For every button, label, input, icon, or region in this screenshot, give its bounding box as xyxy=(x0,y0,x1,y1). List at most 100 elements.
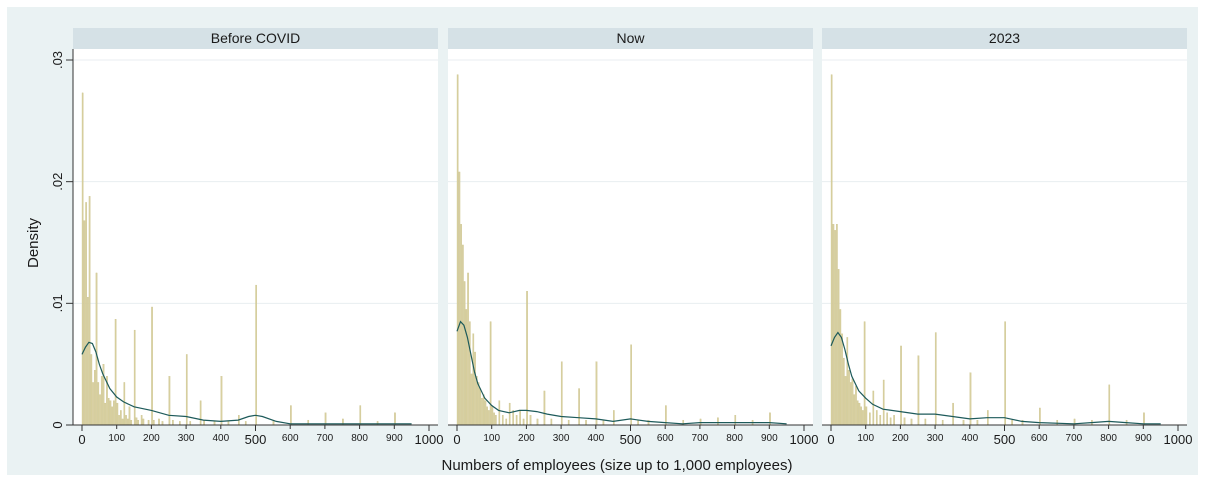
histogram-bar xyxy=(484,400,487,426)
histogram-bar xyxy=(465,309,468,426)
histogram-bar xyxy=(855,385,857,426)
histogram-bar xyxy=(85,202,87,426)
histogram-bar xyxy=(856,400,859,426)
histogram-bar xyxy=(83,220,86,426)
x-minor-tick-label: 100 xyxy=(108,433,125,444)
histogram-bar xyxy=(903,417,906,426)
histogram-bar xyxy=(519,410,521,426)
histogram-bar xyxy=(842,357,845,426)
histogram-bar xyxy=(630,344,632,426)
x-axis-title: Numbers of employees (size up to 1,000 e… xyxy=(441,457,792,474)
x-minor-tick-label: 700 xyxy=(692,433,709,444)
histogram-bar xyxy=(863,321,866,426)
histogram-bar xyxy=(858,402,861,426)
x-minor-tick-label: 800 xyxy=(726,433,743,444)
histogram-bar xyxy=(550,418,553,426)
histogram-bar xyxy=(179,421,181,426)
histogram-bar xyxy=(536,418,539,426)
histogram-bar xyxy=(869,412,871,426)
histogram-bar xyxy=(526,291,528,426)
histogram-bar xyxy=(88,196,91,426)
histogram-bar xyxy=(213,421,216,426)
histogram-bar xyxy=(489,321,492,426)
histogram-bar xyxy=(125,415,127,426)
histogram-bar xyxy=(941,419,944,426)
histogram-bar xyxy=(529,415,532,426)
histogram-bar xyxy=(1056,419,1059,426)
histogram-bar xyxy=(140,415,143,426)
facet-title: Now xyxy=(616,30,645,46)
histogram-bar xyxy=(976,419,979,426)
histogram-bar xyxy=(512,410,515,426)
histogram-bar xyxy=(578,388,580,426)
y-tick-label: 0 xyxy=(50,421,65,428)
histogram-bar xyxy=(172,419,174,426)
histogram-bar xyxy=(244,421,247,426)
histogram-bar xyxy=(865,406,868,426)
histogram-bar xyxy=(830,74,833,426)
histogram-bar xyxy=(126,418,129,426)
histogram-bar xyxy=(522,418,525,426)
x-minor-tick-label: 400 xyxy=(212,433,229,444)
histogram-bar xyxy=(142,418,145,426)
histogram-bar xyxy=(467,272,469,426)
histogram-bar xyxy=(474,351,476,426)
histogram-bar xyxy=(158,418,160,426)
x-tick-label: 0 xyxy=(827,432,834,447)
histogram-bar xyxy=(116,402,119,426)
histogram-bar xyxy=(97,382,100,426)
histogram-bar xyxy=(585,419,587,426)
histogram-bar xyxy=(848,370,850,426)
x-minor-tick-label: 200 xyxy=(143,433,160,444)
histogram-bar xyxy=(910,418,913,426)
facet-title: Before COVID xyxy=(211,30,300,46)
x-minor-tick-label: 100 xyxy=(857,433,874,444)
facet-title: 2023 xyxy=(989,30,1020,46)
x-minor-tick-label: 800 xyxy=(351,433,368,444)
histogram-bar xyxy=(456,74,459,426)
histogram-bar xyxy=(488,410,490,426)
y-axis-title: Density xyxy=(25,217,42,268)
histogram-bar xyxy=(161,421,164,426)
histogram-bar xyxy=(111,406,113,426)
y-tick-label: .01 xyxy=(50,294,65,312)
histogram-bar xyxy=(147,419,150,426)
histogram-bar xyxy=(486,406,488,426)
histogram-bar xyxy=(515,415,518,426)
facet-strip xyxy=(822,28,1187,49)
histogram-bar xyxy=(882,379,885,426)
histogram-bar xyxy=(834,230,836,426)
histogram-bar xyxy=(92,382,94,426)
histogram-bar xyxy=(602,419,605,426)
histogram-bar xyxy=(839,309,842,426)
histogram-bar xyxy=(470,373,473,426)
x-tick-label: 1000 xyxy=(1164,432,1193,447)
histogram-bar xyxy=(837,269,840,426)
facet-strip xyxy=(448,28,813,49)
histogram-bar xyxy=(152,419,155,426)
x-minor-tick-label: 600 xyxy=(657,433,674,444)
histogram-bar xyxy=(107,398,110,426)
x-tick-label: 0 xyxy=(78,432,85,447)
x-minor-tick-label: 400 xyxy=(587,433,604,444)
histogram-bar xyxy=(560,361,563,426)
x-minor-tick-label: 900 xyxy=(761,433,778,444)
histogram-bar xyxy=(468,321,471,426)
histogram-bar xyxy=(114,318,117,426)
histogram-bar xyxy=(924,418,927,426)
histogram-bar xyxy=(462,244,464,426)
facet-strip xyxy=(73,28,438,49)
x-minor-tick-label: 900 xyxy=(386,433,403,444)
histogram-bar xyxy=(109,400,112,426)
histogram-bar xyxy=(128,406,131,426)
histogram-bar xyxy=(290,405,292,426)
histogram-bar xyxy=(87,297,89,426)
histogram-bar xyxy=(118,415,120,426)
y-tick-label: .02 xyxy=(50,173,65,191)
histogram-bar xyxy=(969,372,972,426)
histogram-bar xyxy=(324,412,327,426)
histogram-bar xyxy=(851,378,854,426)
histogram-bar xyxy=(717,417,719,426)
histogram-bar xyxy=(1143,412,1145,426)
